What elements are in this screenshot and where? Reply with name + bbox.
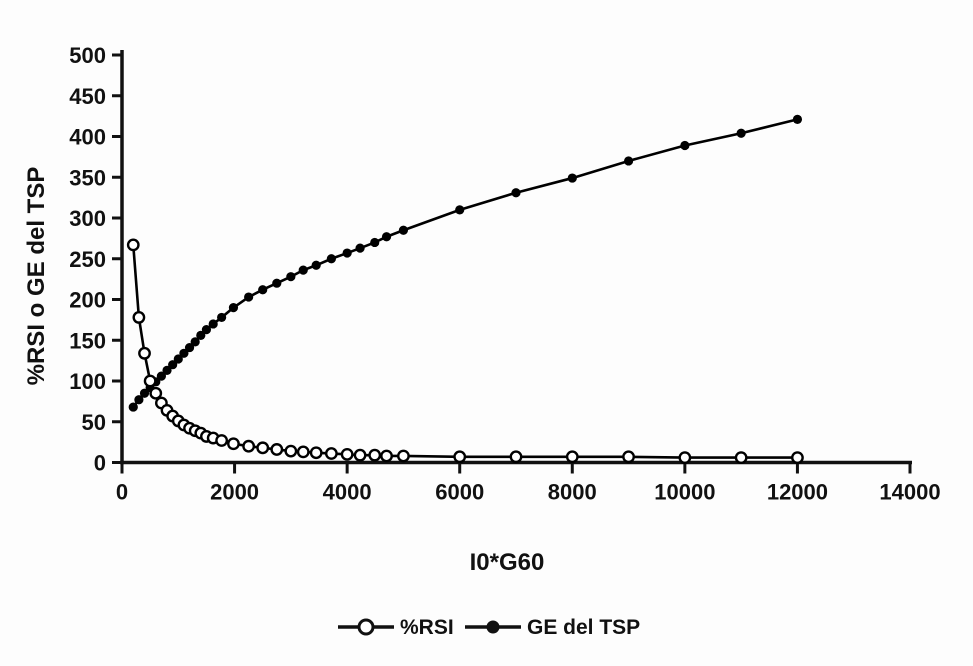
data-point-ge: [190, 337, 200, 347]
data-point-ge: [311, 260, 321, 270]
data-point-ge: [168, 360, 178, 370]
data-point-rsi: [143, 374, 157, 388]
data-point-ge: [217, 312, 227, 323]
data-point-ge: [298, 265, 308, 275]
x-tick-label: 8000: [548, 480, 597, 505]
x-tick-label: 6000: [435, 480, 484, 505]
data-point-ge: [208, 319, 218, 329]
data-point-rsi: [340, 447, 354, 461]
x-tick-label: 14000: [879, 480, 940, 505]
data-point-ge: [370, 237, 380, 248]
data-point-rsi: [791, 451, 804, 465]
data-point-ge: [342, 248, 352, 258]
data-point-ge: [381, 232, 392, 242]
x-tick-label: 0: [116, 480, 128, 505]
data-point-ge: [792, 114, 803, 124]
data-point-ge: [623, 156, 634, 166]
data-point-rsi: [380, 449, 393, 463]
data-point-ge: [173, 354, 183, 364]
legend-label-rsi: %RSI: [400, 616, 454, 639]
data-point-ge: [326, 254, 336, 264]
data-point-ge: [156, 371, 166, 381]
legend-marker-rsi-icon: [357, 618, 375, 636]
y-tick-label: 0: [94, 451, 106, 476]
x-axis-title: I0*G60: [470, 549, 545, 576]
data-point-rsi: [324, 447, 338, 460]
series-rsi: [126, 238, 804, 465]
data-point-rsi: [565, 450, 579, 464]
data-point-rsi: [284, 444, 298, 458]
data-point-ge: [272, 278, 282, 288]
y-tick-label: 50: [82, 410, 106, 435]
data-point-ge: [184, 342, 195, 353]
data-point-rsi: [453, 450, 467, 464]
data-point-ge: [286, 272, 296, 282]
y-tick-label: 500: [69, 43, 106, 68]
data-point-rsi: [227, 437, 240, 451]
y-tick-label: 300: [69, 206, 106, 231]
y-tick-label: 200: [69, 288, 106, 313]
data-point-ge: [228, 303, 239, 313]
legend: %RSI GE del TSP: [338, 616, 640, 639]
data-point-ge: [139, 388, 150, 398]
data-point-ge: [128, 402, 138, 412]
data-point-rsi: [397, 449, 410, 463]
data-point-ge: [680, 140, 690, 151]
data-point-ge: [196, 330, 206, 340]
y-tick-label: 150: [69, 328, 106, 353]
data-point-ge: [244, 292, 254, 302]
data-point-ge: [567, 173, 577, 183]
x-tick-label: 2000: [210, 480, 259, 505]
data-point-rsi: [368, 448, 382, 462]
data-point-rsi: [149, 386, 163, 400]
axes: 0 2000 4000 6000 8000 10000 12000 14000 0 50 100 15…: [69, 43, 940, 505]
data-point-rsi: [296, 445, 310, 459]
data-point-ge: [511, 188, 521, 198]
data-point-rsi: [270, 443, 284, 456]
data-point-rsi: [132, 311, 146, 324]
series-line-rsi: [131, 244, 798, 459]
data-point-rsi: [309, 446, 323, 460]
y-tick-label: 250: [69, 247, 106, 272]
data-point-ge: [134, 395, 144, 405]
data-point-ge: [736, 128, 746, 138]
data-point-rsi: [256, 441, 270, 455]
y-tick-label: 350: [69, 165, 106, 190]
data-point-ge: [398, 225, 409, 235]
data-point-rsi: [509, 450, 523, 464]
x-tick-label: 12000: [767, 480, 828, 505]
y-tick-label: 100: [69, 369, 106, 394]
data-point-rsi: [353, 448, 367, 462]
series-line-ge: [132, 118, 798, 408]
data-point-rsi: [734, 451, 748, 465]
data-point-ge: [162, 365, 172, 376]
y-tick-label: 450: [69, 84, 106, 109]
legend-label-ge: GE del TSP: [527, 616, 640, 639]
y-tick-label: 400: [69, 125, 106, 150]
data-point-rsi: [126, 238, 140, 252]
data-point-ge: [258, 285, 268, 295]
data-point-ge: [179, 348, 189, 358]
x-tick-label: 10000: [654, 480, 715, 505]
data-point-rsi: [622, 450, 635, 464]
data-point-rsi: [138, 346, 151, 360]
data-point-rsi: [215, 434, 229, 447]
data-point-rsi: [678, 451, 692, 465]
data-point-ge: [201, 325, 212, 335]
series-group: [126, 114, 804, 465]
legend-marker-ge-icon: [486, 620, 500, 634]
data-point-rsi: [242, 439, 256, 453]
x-tick-label: 4000: [323, 480, 372, 505]
y-axis-title: %RSI o GE del TSP: [23, 167, 50, 386]
data-point-ge: [455, 205, 465, 215]
series-ge: [128, 114, 803, 412]
data-point-ge: [355, 243, 365, 253]
